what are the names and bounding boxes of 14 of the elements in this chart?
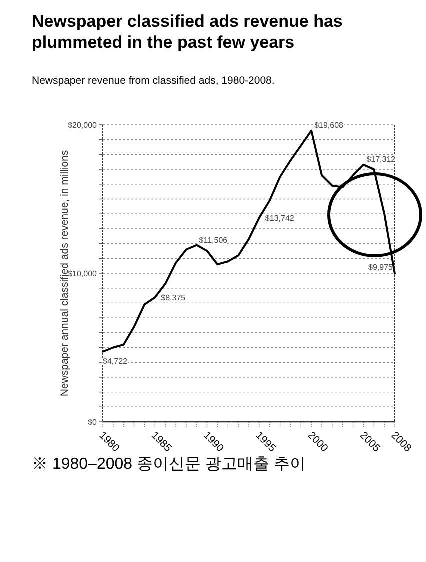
data-label: $13,742 bbox=[265, 214, 295, 223]
chart-title: Newspaper classified ads revenue has plummeted in the past few years bbox=[32, 12, 343, 52]
data-label: $11,506 bbox=[199, 236, 228, 246]
text: ※ 1980–2008 종이신문 광고매출 추이 bbox=[32, 456, 306, 473]
data-label: $17,312 bbox=[366, 154, 396, 164]
y-tick-label: $20,000 bbox=[68, 121, 98, 130]
data-label: $19,608 bbox=[314, 120, 344, 130]
line-series bbox=[102, 130, 396, 353]
y-tick-label: $0 bbox=[88, 418, 98, 427]
data-label: $8,375 bbox=[161, 294, 186, 303]
y-tick-label: $10,000 bbox=[68, 270, 98, 278]
data-label: $9,975 bbox=[368, 262, 394, 272]
data-label: $4,722 bbox=[103, 356, 128, 366]
chart-subtitle: Newspaper revenue from classified ads, 1980-2008. bbox=[32, 75, 275, 87]
